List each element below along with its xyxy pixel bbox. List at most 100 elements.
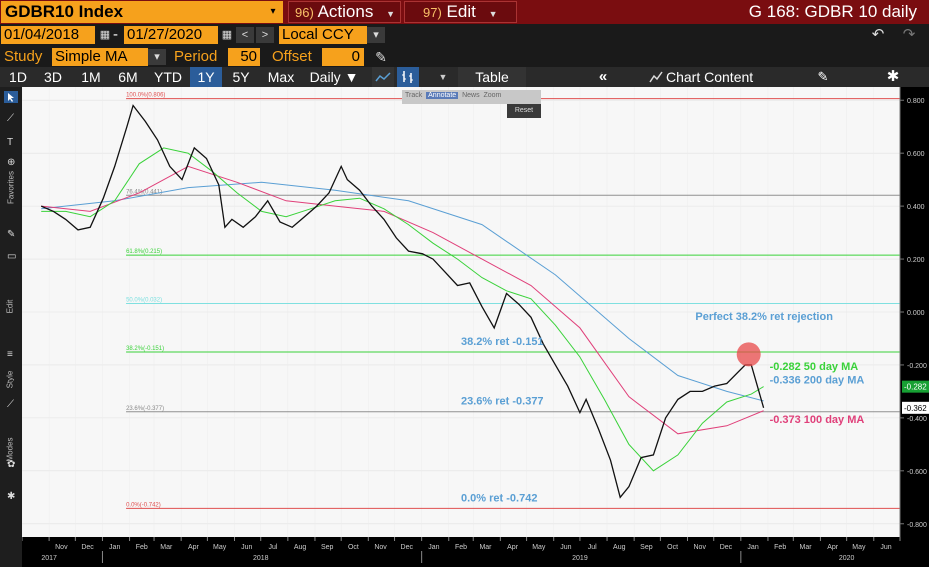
- period-button-1y[interactable]: 1Y: [190, 67, 222, 87]
- track-tool-button[interactable]: Track: [405, 92, 423, 99]
- x-month-label: Jan: [109, 544, 120, 551]
- series-line-50-day-ma: [41, 147, 764, 472]
- x-month-label: Jul: [588, 544, 597, 551]
- line-chart-icon[interactable]: [372, 67, 394, 87]
- study-bar: Study Simple MA ▾ Period 50 Offset 0 ✎: [0, 46, 929, 67]
- x-year-label: 2020: [839, 555, 855, 562]
- x-month-label: May: [852, 544, 866, 551]
- x-month-label: Aug: [613, 544, 626, 551]
- x-month-label: Sep: [321, 544, 334, 551]
- end-date-field[interactable]: 01/27/2020: [124, 26, 218, 44]
- last-value-badge: [902, 401, 929, 414]
- x-month-label: Feb: [455, 544, 467, 551]
- calendar-icon[interactable]: ▦: [221, 29, 233, 41]
- study-select[interactable]: Simple MA: [52, 48, 148, 66]
- y-tick-label: 0.600: [907, 151, 925, 158]
- table-button[interactable]: Table: [458, 67, 526, 87]
- x-month-label: Oct: [348, 544, 359, 551]
- mode-tool-icon[interactable]: ✿: [7, 459, 15, 470]
- price-chart[interactable]: 100.0%(0.806) 76.4%(0.441) 61.8%(0.215) 50.…: [21, 87, 929, 567]
- actions-menu[interactable]: 96) Actions ▼: [288, 1, 401, 23]
- trend-tool-icon[interactable]: ⟋: [7, 399, 14, 410]
- period-button-1m[interactable]: 1M: [81, 69, 101, 85]
- chevron-down-icon[interactable]: ▼: [438, 72, 448, 82]
- chart-annotation: Perfect 38.2% ret rejection: [695, 311, 833, 323]
- series-line-100-day-ma: [41, 165, 764, 435]
- line-tool-icon[interactable]: ⟋: [7, 113, 14, 124]
- fib-level-label: 61.8%(0.215): [126, 249, 162, 255]
- period-toolbar: 1D 3D 1M 6M YTD 1Y 5Y Max Daily ▼ ▼ Tabl…: [0, 67, 929, 87]
- chart-annotation: 23.6% ret -0.377: [461, 396, 544, 408]
- next-arrow-icon[interactable]: >: [256, 27, 274, 43]
- series-line-gdbr10: [40, 104, 765, 499]
- settings-icon[interactable]: ✱: [7, 491, 15, 502]
- reset-button[interactable]: Reset: [507, 104, 541, 118]
- calendar-icon[interactable]: ▦: [99, 29, 111, 41]
- x-month-label: Nov: [374, 544, 387, 551]
- fib-level-label: 0.0%(-0.742): [126, 502, 161, 508]
- gear-icon[interactable]: ✱: [886, 68, 900, 85]
- x-month-label: Feb: [774, 544, 786, 551]
- previous-arrow-icon[interactable]: <: [236, 27, 254, 43]
- edit-number: 97): [423, 5, 442, 20]
- period-button-ytd[interactable]: YTD: [154, 69, 182, 85]
- y-tick-label: -0.200: [907, 363, 927, 370]
- offset-label: Offset: [272, 48, 312, 65]
- period-label: Period: [174, 48, 218, 65]
- pencil-icon[interactable]: ✎: [375, 49, 387, 65]
- period-button-1d[interactable]: 1D: [9, 69, 27, 85]
- fib-level-label: 38.2%(-0.151): [126, 346, 164, 352]
- study-label: Study: [4, 48, 43, 65]
- zoom-tool-icon[interactable]: ⊕: [7, 157, 15, 168]
- chevron-down-icon[interactable]: ▾: [148, 49, 166, 65]
- news-tool-button[interactable]: News: [462, 92, 480, 99]
- period-input[interactable]: 50: [228, 48, 260, 66]
- chevron-down-icon[interactable]: ▾: [367, 27, 385, 43]
- date-range-bar: 01/04/2018 ▦ - 01/27/2020 ▦ < > Local CC…: [0, 24, 929, 46]
- x-month-label: Nov: [694, 544, 707, 551]
- edit-chart-icon[interactable]: ✎: [817, 69, 829, 84]
- chart-annotation: -0.282 50 day MA: [770, 361, 859, 373]
- y-tick-label: 0.400: [907, 204, 925, 211]
- x-month-label: Mar: [479, 544, 492, 551]
- start-date-field[interactable]: 01/04/2018: [1, 26, 95, 44]
- period-button-5y[interactable]: 5Y: [232, 69, 250, 85]
- chart-content-icon: [645, 67, 667, 87]
- chart-content-button[interactable]: Chart Content: [666, 69, 754, 85]
- actions-number: 96): [295, 5, 314, 20]
- offset-input[interactable]: 0: [322, 48, 364, 66]
- redo-icon[interactable]: ↷: [902, 26, 916, 43]
- chart-annotation: -0.373 100 day MA: [770, 414, 865, 426]
- ticker-caret-icon[interactable]: ▾: [270, 6, 276, 17]
- zoom-tool-button[interactable]: Zoom: [483, 92, 502, 99]
- edit-menu[interactable]: 97) Edit ▼: [404, 1, 517, 23]
- x-month-label: Dec: [81, 544, 94, 551]
- chart-area[interactable]: 100.0%(0.806) 76.4%(0.441) 61.8%(0.215) 50.…: [21, 87, 929, 567]
- undo-icon[interactable]: ↶: [871, 26, 885, 43]
- period-button-max[interactable]: Max: [267, 69, 295, 85]
- x-year-label: 2018: [253, 555, 269, 562]
- draw-tool-icon[interactable]: ✎: [7, 229, 15, 240]
- last-value-label: -0.282: [904, 383, 927, 392]
- x-month-label: Dec: [720, 544, 733, 551]
- text-tool-icon[interactable]: T: [7, 137, 13, 148]
- frequency-select[interactable]: Daily ▼: [309, 69, 359, 85]
- bar-chart-icon[interactable]: [397, 67, 419, 87]
- x-month-label: Nov: [55, 544, 68, 551]
- chevron-down-icon: ▼: [488, 9, 498, 19]
- fib-tool-icon[interactable]: ≡: [7, 349, 13, 360]
- annotate-tool-button[interactable]: Annotate: [426, 92, 459, 99]
- window-title: G 168: GDBR 10 daily: [748, 2, 917, 21]
- x-month-label: Jun: [560, 544, 571, 551]
- ticker-field[interactable]: GDBR10 Index: [1, 1, 283, 23]
- collapse-panel-icon[interactable]: «: [598, 68, 608, 85]
- x-month-label: Aug: [294, 544, 307, 551]
- period-button-6m[interactable]: 6M: [118, 69, 138, 85]
- shape-tool-icon[interactable]: ▭: [7, 251, 16, 262]
- x-month-label: Mar: [160, 544, 173, 551]
- period-button-3d[interactable]: 3D: [44, 69, 62, 85]
- currency-select[interactable]: Local CCY: [279, 26, 367, 44]
- x-month-label: Apr: [188, 544, 200, 551]
- chart-annotation: 0.0% ret -0.742: [461, 492, 537, 504]
- x-month-label: Mar: [800, 544, 813, 551]
